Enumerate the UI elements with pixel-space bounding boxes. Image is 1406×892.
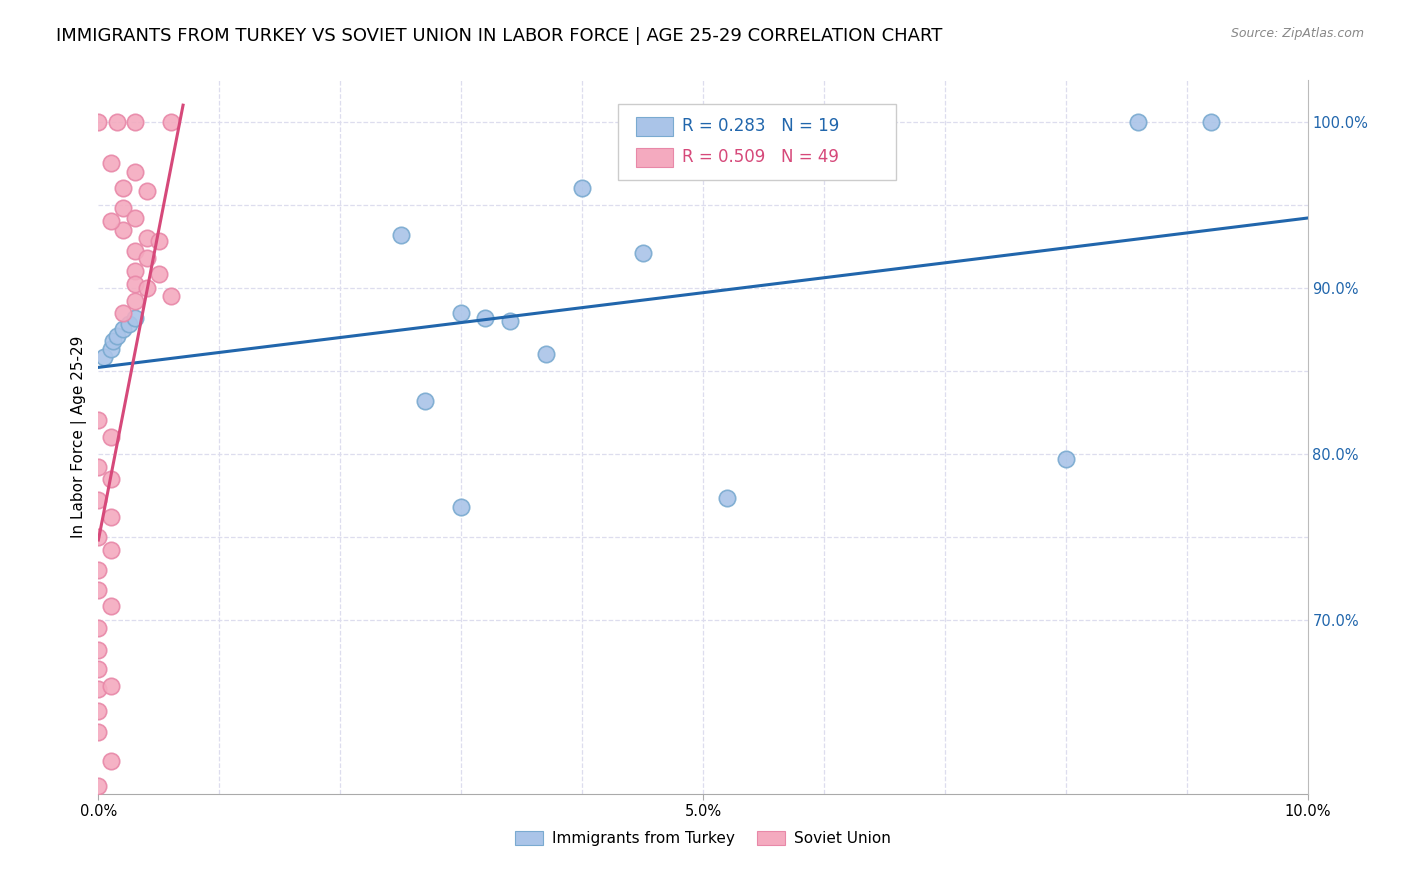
Point xyxy=(111,181,134,195)
Point xyxy=(100,430,122,444)
Text: Source: ZipAtlas.com: Source: ZipAtlas.com xyxy=(1230,27,1364,40)
Point xyxy=(631,245,654,260)
Point xyxy=(87,662,110,676)
Point xyxy=(498,314,520,328)
Point xyxy=(87,621,110,635)
Point xyxy=(474,310,496,325)
Point xyxy=(413,393,436,408)
Point xyxy=(100,472,122,486)
Point xyxy=(100,754,122,768)
Point xyxy=(93,351,115,365)
Point xyxy=(87,682,110,697)
Point xyxy=(124,277,146,292)
Point xyxy=(100,599,122,614)
Point xyxy=(124,244,146,259)
Point xyxy=(534,347,557,361)
Point xyxy=(1054,451,1077,466)
Text: IMMIGRANTS FROM TURKEY VS SOVIET UNION IN LABOR FORCE | AGE 25-29 CORRELATION CH: IMMIGRANTS FROM TURKEY VS SOVIET UNION I… xyxy=(56,27,942,45)
Point xyxy=(118,317,141,331)
Point xyxy=(87,115,110,129)
Point xyxy=(87,582,110,597)
Point xyxy=(124,164,146,178)
Point xyxy=(124,264,146,278)
Point xyxy=(100,679,122,693)
Point xyxy=(111,222,134,236)
Point xyxy=(1128,115,1150,129)
Point xyxy=(124,310,146,325)
Point xyxy=(716,491,738,506)
Point xyxy=(160,289,183,303)
Point xyxy=(1199,115,1222,129)
Point xyxy=(450,305,472,319)
Point xyxy=(160,115,183,129)
Point xyxy=(87,530,110,544)
Point xyxy=(87,704,110,718)
Point xyxy=(100,342,122,356)
Point xyxy=(148,268,170,282)
Point xyxy=(135,231,157,245)
Point xyxy=(124,211,146,225)
Point xyxy=(87,459,110,474)
Point xyxy=(100,509,122,524)
Point xyxy=(87,563,110,577)
Point xyxy=(111,305,134,319)
Point xyxy=(87,642,110,657)
Point xyxy=(389,227,412,242)
Point xyxy=(100,543,122,558)
Point xyxy=(135,185,157,199)
FancyBboxPatch shape xyxy=(619,103,897,180)
Y-axis label: In Labor Force | Age 25-29: In Labor Force | Age 25-29 xyxy=(72,336,87,538)
Point xyxy=(124,293,146,308)
Point xyxy=(100,214,122,228)
Point xyxy=(135,251,157,265)
Legend: Immigrants from Turkey, Soviet Union: Immigrants from Turkey, Soviet Union xyxy=(508,823,898,854)
Point xyxy=(111,322,134,336)
FancyBboxPatch shape xyxy=(637,118,672,136)
Point xyxy=(87,779,110,793)
Point xyxy=(87,413,110,427)
Point xyxy=(124,115,146,129)
Point xyxy=(87,798,110,813)
Point xyxy=(571,181,593,195)
Point xyxy=(148,234,170,248)
Point xyxy=(87,493,110,508)
Point xyxy=(450,500,472,514)
Point xyxy=(135,281,157,295)
Point xyxy=(100,156,122,170)
Point xyxy=(101,334,124,348)
Point xyxy=(105,115,128,129)
Point xyxy=(111,201,134,215)
Text: R = 0.509   N = 49: R = 0.509 N = 49 xyxy=(682,148,839,166)
FancyBboxPatch shape xyxy=(637,148,672,167)
Point xyxy=(105,329,128,343)
Point xyxy=(87,725,110,739)
Text: R = 0.283   N = 19: R = 0.283 N = 19 xyxy=(682,118,839,136)
